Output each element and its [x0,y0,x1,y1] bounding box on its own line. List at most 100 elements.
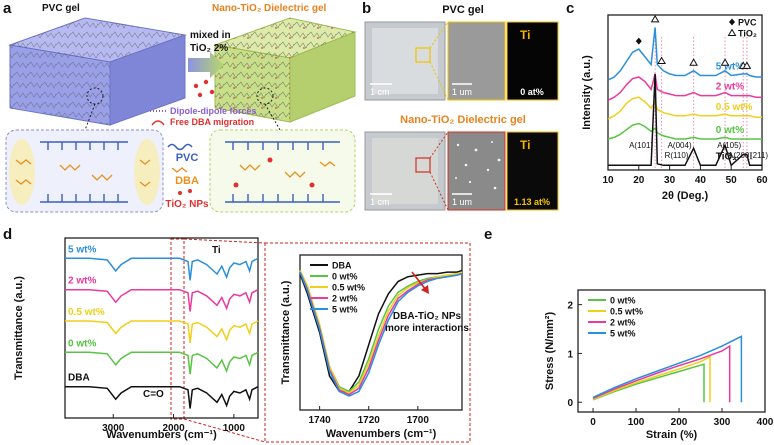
dba-molecule [15,159,151,187]
series-line [607,96,762,120]
annotation: Ti [212,245,221,256]
panel-b: b PVC gel 1 cm 1 um Ti 0 at% Nano-TiO₂ D… [362,0,559,211]
arrow-text: mixed in [190,30,231,41]
key-text: PVC [176,152,199,164]
annotation: C=O [143,389,164,400]
x-tick-label: 2000 [162,423,185,434]
process-arrow [188,52,224,78]
peak-marker [657,56,666,64]
legend-label: 0.5 wt% [332,283,365,293]
series-label: 0.5 wt% [68,307,105,318]
x-axis-label: Strain (%) [646,429,698,441]
block-title: Nano-TiO₂ Dielectric gel [212,3,327,14]
peak-marker [635,37,642,45]
series-line [65,288,259,312]
series-label: 5 wt% [716,61,744,72]
zoom-line [429,21,449,49]
plot-frame [299,254,463,411]
panel-label: c [566,0,574,17]
x-axis-label: 2θ (Deg.) [662,190,709,202]
legend-label: 0 wt% [332,272,358,282]
gel-texture [215,18,355,122]
zoom-line [264,103,281,131]
zoom-box [264,242,471,443]
series-line [592,355,711,403]
gel-photo-inner [372,138,438,204]
x-tick-label: 0 [590,417,596,428]
peak-marker [742,61,752,69]
series-line [592,363,705,403]
series-label: 0 wt% [68,338,96,349]
annotation: DBA-TiO₂ NPs [393,311,462,322]
sem-particles [455,141,501,190]
plot-frame [607,14,763,171]
nanoparticle [233,182,239,188]
annotation: more interactions [385,323,469,334]
x-tick-label: 50 [726,175,738,186]
series-label: DBA [68,373,90,384]
y-tick-label: 1 [567,349,573,360]
key-text: DBA [175,175,199,187]
legend-label: TiO₂ [738,29,757,39]
zoom-line [429,171,449,211]
x-tick-label: 3000 [102,423,125,434]
key-text: TiO₂ NPs [165,199,209,210]
x-tick-label: 1700 [407,415,430,426]
x-tick-label: 400 [757,417,774,428]
key-particle [178,191,182,195]
arrow-text: TiO₂ 2% [190,43,228,54]
row-title: PVC gel [442,4,484,16]
x-axis-label: Wavenumbers (cm⁻¹) [106,429,217,441]
series-label: 2 wt% [68,276,96,287]
zoom-line [429,131,449,159]
panel-label: d [3,226,12,243]
zoom-line [183,418,266,443]
element-label: Ti [520,28,530,42]
series-label: 5 wt% [68,244,96,255]
key-dba [171,167,188,173]
scale-text: 1 um [452,197,472,207]
x-tick-label: 1740 [309,415,332,426]
y-tick-label: 2 [567,301,573,312]
pvc-chain [225,141,340,203]
series-line [299,271,463,397]
x-tick-label: 200 [671,417,688,428]
peak-label: R(110) [665,151,689,160]
zoom-frame [170,238,471,443]
series-label: TiO₂ [716,151,737,162]
peak-marker [727,28,737,36]
annotation-arrow [411,271,427,291]
series-line [607,122,762,140]
annotation-arrowhead [421,285,429,294]
x-tick-label: 20 [633,175,645,186]
legend-label: PVC [738,18,757,28]
x-tick-label: 40 [695,175,707,186]
legend-label: 0 wt% [610,296,636,306]
plot-frame [64,237,259,419]
series-line [299,269,463,393]
peak-marker [720,58,730,66]
y-axis-label: Stress (N/mm²) [544,312,556,391]
element-label: Ti [520,138,530,152]
nanoparticle [267,157,273,163]
panel-label: a [3,0,12,17]
scale-text: 1 cm [370,87,390,97]
peak-label: A(004) [668,141,692,150]
series-line [65,351,259,375]
zoom-region [170,238,185,420]
x-tick-label: 10 [602,175,614,186]
peak-label: (211) [750,151,768,160]
nanoparticle [309,182,315,188]
row-title: Nano-TiO₂ Dielectric gel [400,114,526,126]
series-line [592,335,743,403]
zoom-square [415,47,431,63]
peak-label: A(105) [717,141,741,150]
y-axis-label: Transmittance (a.u.) [13,276,25,380]
series-label: 0 wt% [716,125,744,136]
zoom-line [183,238,266,244]
nanoparticle [197,92,203,98]
legend-arrow [151,120,165,126]
panel-a: a PVC gel Nano-TiO₂ Dielectric gel mixed… [3,0,357,213]
legend-text: Dipole-dipole forces [170,106,257,116]
block-title: PVC gel [42,3,80,14]
